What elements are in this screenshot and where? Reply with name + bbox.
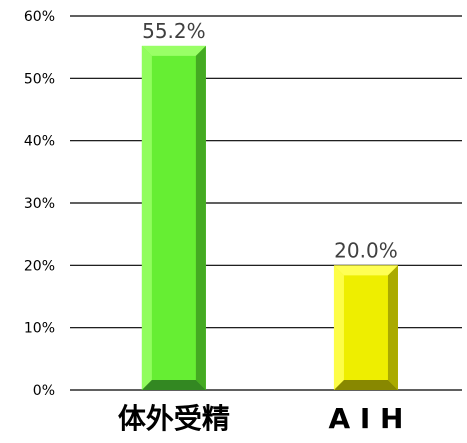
y-tick-label: 60%	[24, 9, 55, 25]
bar	[333, 265, 398, 390]
y-tick-label: 10%	[24, 321, 55, 337]
x-axis-category-labels: 体外受精 A I H	[118, 402, 404, 435]
y-tick-label: 40%	[24, 134, 55, 150]
gridlines	[70, 15, 462, 391]
data-labels: 55.2% 20.0%	[142, 19, 398, 262]
y-tick-label: 20%	[24, 258, 55, 274]
data-label: 55.2%	[142, 19, 206, 43]
bar	[141, 45, 206, 391]
y-tick-label: 30%	[24, 196, 55, 212]
data-label: 20.0%	[334, 238, 398, 262]
category-label: 体外受精	[118, 402, 230, 435]
y-tick-label: 0%	[33, 383, 55, 399]
y-tick-label: 50%	[24, 71, 55, 87]
y-axis-tick-labels: 0% 10% 20% 30% 40% 50% 60%	[24, 9, 55, 399]
bars	[141, 45, 398, 391]
category-label: A I H	[328, 402, 403, 435]
